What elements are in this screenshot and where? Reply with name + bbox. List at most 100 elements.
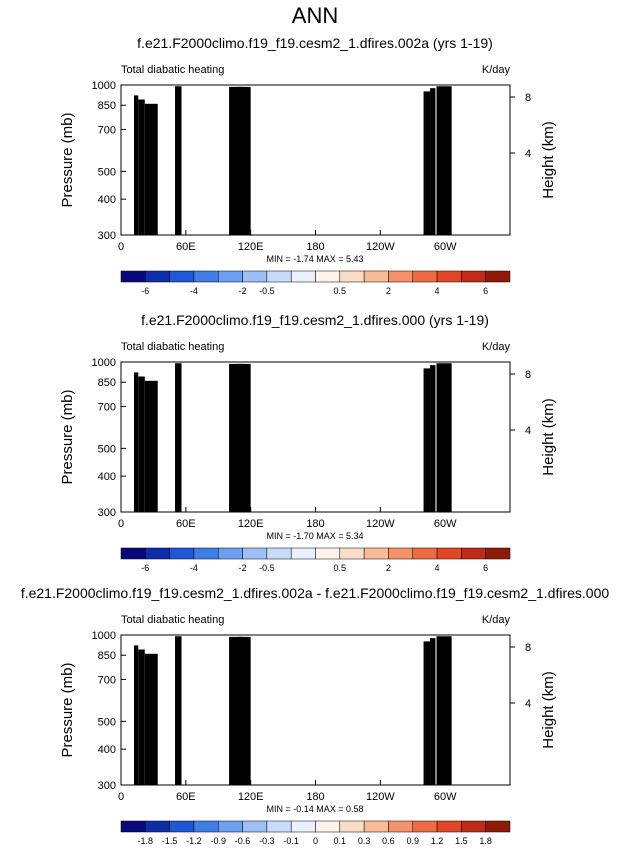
- colorbar-swatch: [363, 270, 389, 283]
- xtick-label: 120W: [366, 241, 395, 253]
- colorbar-swatch: [145, 270, 170, 283]
- colorbar-swatch: [242, 547, 268, 560]
- panel-right-label: K/day: [482, 341, 511, 353]
- colorbar-swatch: [388, 547, 413, 560]
- colorbar-label: 2: [386, 286, 391, 296]
- ytick-label: 300: [98, 230, 116, 242]
- panel-left-label: Total diabatic heating: [121, 614, 224, 626]
- topography-block: [133, 372, 139, 512]
- minmax-label: MIN = -1.74 MAX = 5.43: [266, 254, 363, 264]
- ytick-label: 1000: [92, 357, 116, 369]
- xtick-label: 180: [306, 518, 324, 530]
- colorbar-swatch: [388, 270, 413, 283]
- ylabel: Pressure (mb): [59, 112, 76, 207]
- y2tick-label: 4: [525, 425, 531, 437]
- topography: [133, 86, 452, 236]
- xtick-label: 120W: [366, 518, 395, 530]
- topography-block: [175, 86, 182, 236]
- topography-block: [144, 103, 158, 235]
- colorbar-label: -4: [190, 286, 198, 296]
- panel-right-label: K/day: [482, 614, 511, 626]
- topography-block: [144, 380, 158, 512]
- colorbar: -6 -4 -2 -0.5 0.5 2 4 6: [120, 547, 511, 573]
- chart-panel-1: f.e21.F2000climo.f19_f19.cesm2_1.dfires.…: [59, 35, 557, 296]
- colorbar-label: -6: [141, 286, 149, 296]
- xtick-label: 60E: [176, 241, 196, 253]
- ytick-label: 700: [98, 401, 116, 413]
- colorbar-label: 0.5: [334, 286, 347, 296]
- ytick-label: 850: [98, 377, 116, 389]
- xtick-label: 60E: [176, 518, 196, 530]
- topography-block: [138, 99, 145, 235]
- topography-block: [423, 368, 431, 512]
- colorbar-swatch: [120, 270, 146, 283]
- colorbar-label: -4: [190, 563, 198, 573]
- panel-left-label: Total diabatic heating: [121, 341, 224, 353]
- xtick-label: 60W: [434, 241, 457, 253]
- colorbar-swatch: [315, 547, 341, 560]
- colorbar-label: 6: [483, 286, 488, 296]
- colorbar-label: -2: [239, 286, 247, 296]
- colorbar-swatch: [193, 270, 219, 283]
- topography-block: [423, 91, 431, 235]
- colorbar-swatch: [145, 547, 170, 560]
- panel-title: f.e21.F2000climo.f19_f19.cesm2_1.dfires.…: [21, 585, 610, 601]
- colorbar-swatch: [436, 547, 462, 560]
- colorbar-swatch: [218, 270, 243, 283]
- ytick-label: 400: [98, 194, 116, 206]
- colorbar-swatch: [363, 547, 389, 560]
- colorbar-label: -2: [239, 563, 247, 573]
- topography-block: [430, 365, 436, 512]
- y2label: Height (km): [540, 121, 557, 199]
- colorbar-swatch: [485, 270, 511, 283]
- y2tick-label: 4: [525, 148, 531, 160]
- colorbar-swatch: [290, 270, 316, 283]
- colorbar-label: 4: [435, 286, 440, 296]
- topography-block: [237, 86, 251, 236]
- topography-block: [436, 363, 452, 512]
- ylabel: Pressure (mb): [59, 389, 76, 484]
- colorbar-swatch: [169, 547, 195, 560]
- panel-left-label: Total diabatic heating: [121, 64, 224, 76]
- xtick-label: 180: [306, 241, 324, 253]
- minmax-label: MIN = -1.70 MAX = 5.34: [266, 531, 363, 541]
- colorbar-swatch: [461, 547, 486, 560]
- colorbar-label: 4: [435, 563, 440, 573]
- colorbar-label: 2: [386, 563, 391, 573]
- topography-block: [237, 363, 251, 512]
- colorbar: -6 -4 -2 -0.5 0.5 2 4 6: [120, 270, 511, 296]
- chart-panel-3: f.e21.F2000climo.f19_f19.cesm2_1.dfires.…: [21, 585, 610, 846]
- topography-block: [175, 363, 182, 512]
- colorbar-label: -0.5: [259, 563, 275, 573]
- colorbar-swatch: [218, 547, 243, 560]
- colorbar-swatch: [193, 547, 219, 560]
- y2tick-label: 8: [525, 369, 531, 381]
- panels: f.e21.F2000climo.f19_f19.cesm2_1.dfires.…: [21, 35, 610, 846]
- y2label: Height (km): [540, 398, 557, 476]
- ytick-label: 400: [98, 471, 116, 483]
- ytick-label: 850: [98, 100, 116, 112]
- colorbar-swatch: [242, 270, 268, 283]
- panel-title: f.e21.F2000climo.f19_f19.cesm2_1.dfires.…: [137, 35, 493, 51]
- colorbar-label: 6: [483, 563, 488, 573]
- colorbar-swatch: [412, 270, 438, 283]
- colorbar-label: -6: [141, 563, 149, 573]
- colorbar-swatch: [266, 547, 292, 560]
- colorbar-swatch: [120, 547, 146, 560]
- colorbar-swatch: [315, 270, 341, 283]
- colorbar-label: 0.5: [334, 563, 347, 573]
- ytick-label: 300: [98, 507, 116, 519]
- topography-block: [430, 88, 436, 235]
- xtick-label: 120E: [238, 518, 264, 530]
- figure-title: ANN: [292, 3, 338, 28]
- ytick-label: 500: [98, 166, 116, 178]
- colorbar-swatch: [290, 547, 316, 560]
- chart-panel-2: f.e21.F2000climo.f19_f19.cesm2_1.dfires.…: [59, 312, 557, 573]
- colorbar-swatch: [266, 270, 292, 283]
- xtick-label: 60W: [434, 518, 457, 530]
- xtick-label: 0: [118, 241, 124, 253]
- colorbar-label: -0.5: [259, 286, 275, 296]
- colorbar-swatch: [169, 270, 195, 283]
- xtick-label: 0: [118, 518, 124, 530]
